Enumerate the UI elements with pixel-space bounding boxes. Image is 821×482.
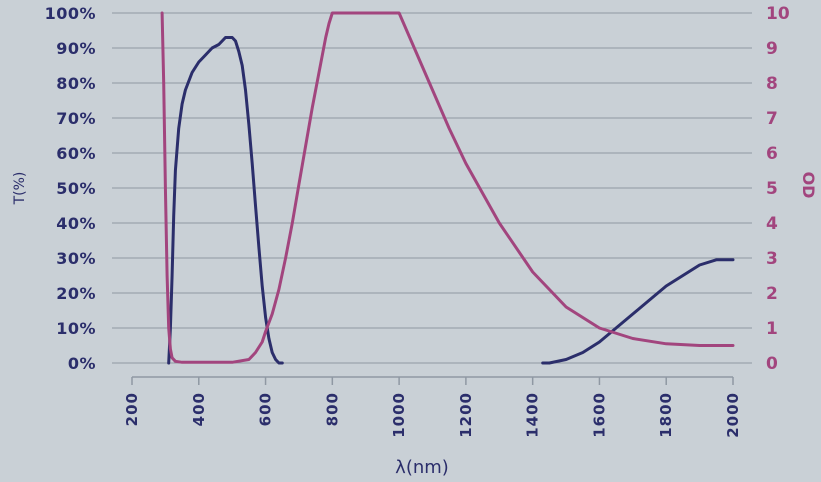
y-right-tick-label: 0 xyxy=(766,354,778,374)
y-left-tick-label: 90% xyxy=(56,39,96,58)
od-line xyxy=(160,11,735,364)
y-right-tick-label: 6 xyxy=(766,144,778,164)
y-left-tick-label: 40% xyxy=(56,214,96,233)
tick-labels: 0% 0 10% 1 20% 2 30% 3 40% 4 50% 5 60% 6 70% 7 80% 8 90% 9 1… xyxy=(45,4,790,438)
y-left-tick-label: 0% xyxy=(68,354,96,373)
x-tick-label: 1200 xyxy=(457,392,475,438)
y-left-tick-label: 10% xyxy=(56,319,96,338)
x-tick-label: 1600 xyxy=(590,392,608,438)
series xyxy=(160,11,735,365)
y-left-tick-label: 60% xyxy=(56,144,96,163)
x-tick-label: 1400 xyxy=(524,392,542,438)
y-right-tick-label: 3 xyxy=(766,249,778,269)
grid-lines xyxy=(112,12,752,364)
y-axis-left-label: T(%) xyxy=(12,172,28,206)
y-left-tick-label: 80% xyxy=(56,74,96,93)
x-tick-label: 2000 xyxy=(724,392,742,438)
axes xyxy=(131,376,734,385)
x-tick-label: 600 xyxy=(257,392,275,426)
y-right-tick-label: 4 xyxy=(766,214,778,234)
x-axis-label: λ(nm) xyxy=(395,457,449,478)
y-left-tick-label: 20% xyxy=(56,284,96,303)
y-right-tick-label: 8 xyxy=(766,74,778,94)
y-left-tick-label: 30% xyxy=(56,249,96,268)
y-right-tick-label: 5 xyxy=(766,179,778,199)
y-right-tick-label: 9 xyxy=(766,39,778,59)
y-left-tick-label: 50% xyxy=(56,179,96,198)
x-tick-label: 200 xyxy=(123,392,141,426)
x-tick-label: 1000 xyxy=(390,392,408,438)
x-tick-label: 800 xyxy=(323,392,341,426)
x-tick-label: 400 xyxy=(190,392,208,426)
x-tick-label: 1800 xyxy=(657,392,675,438)
y-left-tick-label: 100% xyxy=(45,4,96,23)
y-axis-right-label: OD xyxy=(799,172,818,199)
y-right-tick-label: 1 xyxy=(766,319,778,339)
y-right-tick-label: 2 xyxy=(766,284,778,304)
y-right-tick-label: 7 xyxy=(766,109,778,129)
y-left-tick-label: 70% xyxy=(56,109,96,128)
transmission-line xyxy=(167,36,735,365)
y-right-tick-label: 10 xyxy=(766,4,790,24)
